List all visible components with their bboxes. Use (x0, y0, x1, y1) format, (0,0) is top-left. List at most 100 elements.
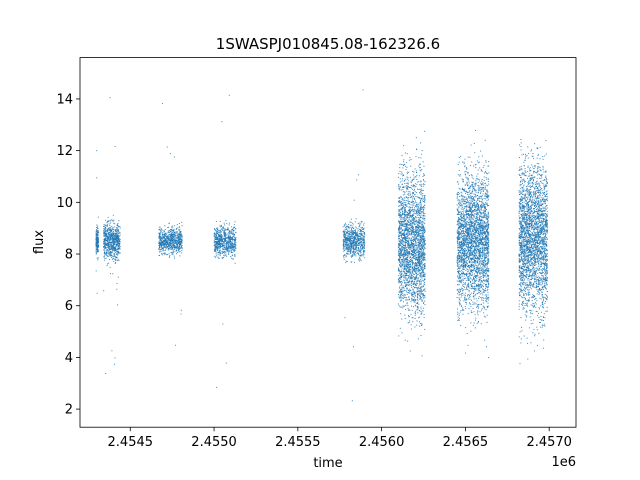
data-point (398, 270, 400, 272)
data-point (351, 245, 353, 247)
data-point (347, 249, 349, 251)
data-point (413, 203, 415, 205)
data-point (410, 301, 412, 303)
data-point (352, 230, 354, 232)
data-point (171, 242, 173, 244)
data-point (111, 242, 113, 244)
data-point (421, 253, 423, 255)
data-point (170, 248, 172, 250)
data-point (408, 237, 410, 239)
data-point (168, 235, 170, 237)
data-point (418, 290, 420, 292)
data-point (404, 204, 406, 206)
data-point (162, 244, 164, 246)
data-point (423, 275, 425, 277)
data-point (407, 216, 409, 218)
data-point (421, 299, 423, 301)
data-point (406, 213, 408, 215)
data-point (398, 280, 400, 282)
data-point (416, 282, 418, 284)
data-point (116, 245, 118, 247)
data-point (399, 240, 401, 242)
data-point (349, 243, 351, 245)
data-point (407, 198, 409, 200)
data-point (113, 219, 115, 221)
data-point (167, 227, 169, 229)
data-point (180, 232, 182, 234)
data-point (402, 253, 404, 255)
data-point (416, 221, 418, 223)
data-point (353, 239, 355, 241)
data-point (227, 239, 229, 241)
data-point (169, 153, 171, 155)
data-point (408, 255, 410, 257)
data-point (405, 226, 407, 228)
data-point (159, 242, 161, 244)
data-point (118, 251, 120, 253)
data-point (413, 198, 415, 200)
data-point (398, 290, 400, 292)
data-point (413, 246, 415, 248)
data-point (217, 243, 219, 244)
data-point (117, 251, 119, 253)
data-point (96, 240, 98, 242)
data-point (161, 228, 163, 230)
data-point (115, 243, 117, 245)
data-point (229, 237, 231, 239)
data-point (420, 249, 422, 251)
data-point (179, 236, 181, 238)
data-point (417, 249, 419, 251)
data-point (420, 289, 422, 291)
data-point (113, 222, 115, 224)
data-point (404, 213, 406, 215)
data-point (162, 243, 164, 245)
data-point (167, 243, 169, 245)
data-point (177, 247, 179, 249)
data-point (408, 214, 410, 216)
data-point (215, 234, 217, 236)
data-point (403, 230, 405, 232)
data-point (404, 246, 406, 248)
data-point (404, 231, 406, 233)
data-point (115, 234, 117, 236)
data-point (419, 207, 421, 209)
data-point (419, 200, 421, 202)
data-point (420, 254, 422, 256)
data-point (358, 248, 360, 250)
data-point (161, 244, 163, 246)
data-point (347, 230, 349, 232)
data-point (354, 238, 356, 240)
data-point (96, 224, 98, 226)
data-point (160, 251, 162, 253)
data-point (345, 247, 347, 249)
data-point (222, 244, 224, 246)
data-point (228, 94, 230, 96)
data-point (423, 289, 425, 291)
data-point (407, 254, 409, 256)
data-point (401, 171, 403, 173)
data-point (96, 241, 98, 243)
data-point (107, 229, 109, 231)
data-point (227, 233, 229, 235)
data-point (229, 230, 231, 232)
data-point (401, 241, 403, 243)
data-point (114, 229, 116, 231)
data-point (219, 241, 221, 243)
data-point (228, 232, 230, 234)
data-point (412, 321, 414, 323)
data-point (404, 254, 406, 256)
data-point (226, 240, 228, 242)
data-point (414, 284, 416, 286)
data-point (401, 221, 403, 223)
data-point (108, 228, 110, 230)
data-point (399, 254, 401, 256)
data-point (414, 313, 416, 315)
data-point (346, 228, 348, 230)
data-point (161, 235, 163, 237)
data-point (168, 243, 170, 245)
data-point (225, 245, 227, 247)
data-point (347, 252, 349, 254)
data-point (415, 310, 417, 312)
data-point (174, 233, 176, 235)
data-point (110, 238, 112, 240)
